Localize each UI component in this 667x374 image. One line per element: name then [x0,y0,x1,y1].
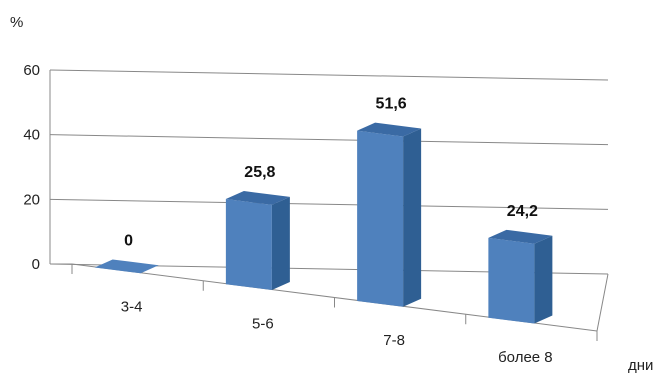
data-label: 24,2 [507,203,538,220]
gridline [50,135,608,145]
bar [357,123,421,307]
bar [95,259,159,273]
category-label: 5-6 [252,315,274,332]
y-tick-label: 0 [32,256,40,273]
bar [226,191,290,290]
category-label: 3-4 [121,299,143,316]
bar-side-face [272,197,290,290]
y-tick-label: 60 [23,62,40,79]
bar-top-face [95,259,159,273]
bar-front-face [488,238,534,324]
bars [95,123,553,324]
data-label: 51,6 [376,96,407,113]
floor-right-edge [597,274,608,331]
bar-front-face [226,199,272,290]
category-labels: 3-4 5-6 7-8 более 8 [121,299,553,366]
category-label: более 8 [498,349,553,366]
gridline [50,70,608,80]
bar-side-face [534,236,552,324]
bar [488,230,552,324]
bar-side-face [403,129,421,307]
y-tick-labels: 0 20 40 60 [23,62,40,273]
data-label: 0 [124,232,133,249]
y-axis-unit-label: % [10,14,23,31]
data-labels: 0 25,8 51,6 24,2 [124,96,538,250]
category-label: 7-8 [383,332,405,349]
x-axis-unit-label: дни [628,357,653,374]
y-tick-label: 20 [23,191,40,208]
bar-front-face [357,131,403,307]
y-tick-label: 40 [23,127,40,144]
data-label: 25,8 [244,164,275,181]
